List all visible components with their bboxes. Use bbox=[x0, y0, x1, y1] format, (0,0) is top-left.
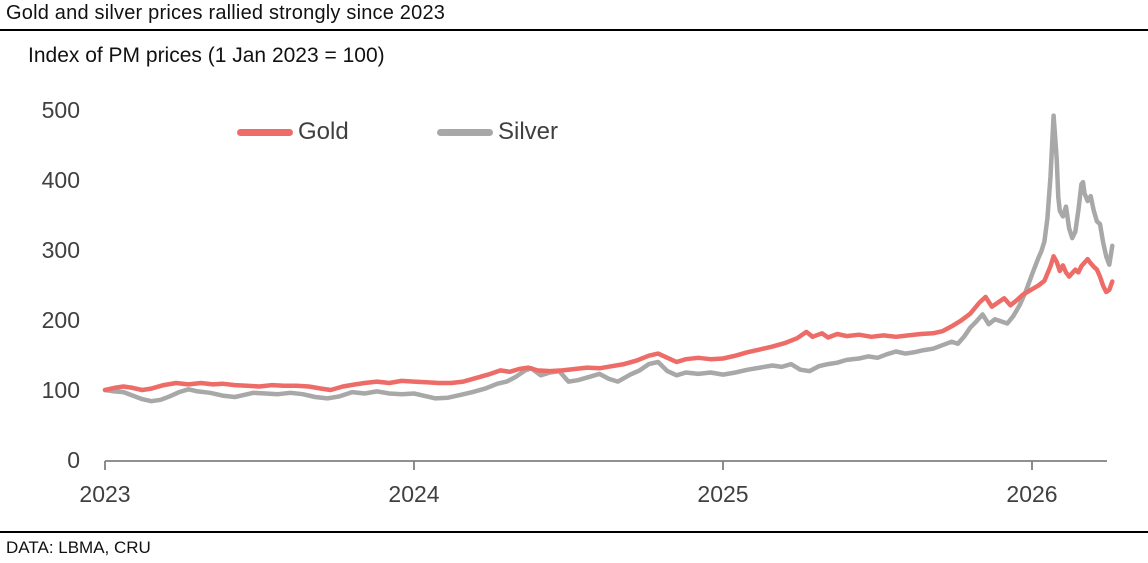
y-axis-tick-label: 400 bbox=[42, 167, 80, 193]
gold-line-swatch-icon bbox=[237, 128, 293, 136]
gold-price-line bbox=[102, 254, 1115, 393]
x-axis-tick-label: 2025 bbox=[697, 481, 748, 507]
data-source: DATA: LBMA, CRU bbox=[6, 538, 151, 557]
x-axis-tick-label: 2024 bbox=[388, 481, 439, 507]
y-axis-tick-label: 0 bbox=[67, 447, 80, 473]
chart-subtitle: Index of PM prices (1 Jan 2023 = 100) bbox=[28, 44, 385, 67]
legend-label-gold: Gold bbox=[298, 118, 349, 145]
y-axis-tick-label: 500 bbox=[42, 97, 80, 123]
legend-item-silver: Silver bbox=[437, 118, 558, 146]
y-axis-tick-label: 200 bbox=[42, 307, 80, 333]
silver-price-line bbox=[102, 113, 1115, 404]
y-axis-tick-label: 100 bbox=[42, 377, 80, 403]
title-divider bbox=[0, 29, 1148, 31]
legend-label-silver: Silver bbox=[498, 118, 559, 145]
y-axis-tick-label: 300 bbox=[42, 237, 80, 263]
x-axis-tick-label: 2023 bbox=[79, 481, 130, 507]
footer-divider bbox=[0, 531, 1148, 533]
chart-title: Gold and silver prices rallied strongly … bbox=[6, 2, 446, 24]
x-axis-tick-label: 2026 bbox=[1006, 481, 1057, 507]
legend-item-gold: Gold bbox=[237, 118, 349, 146]
silver-line-swatch-icon bbox=[437, 128, 493, 136]
